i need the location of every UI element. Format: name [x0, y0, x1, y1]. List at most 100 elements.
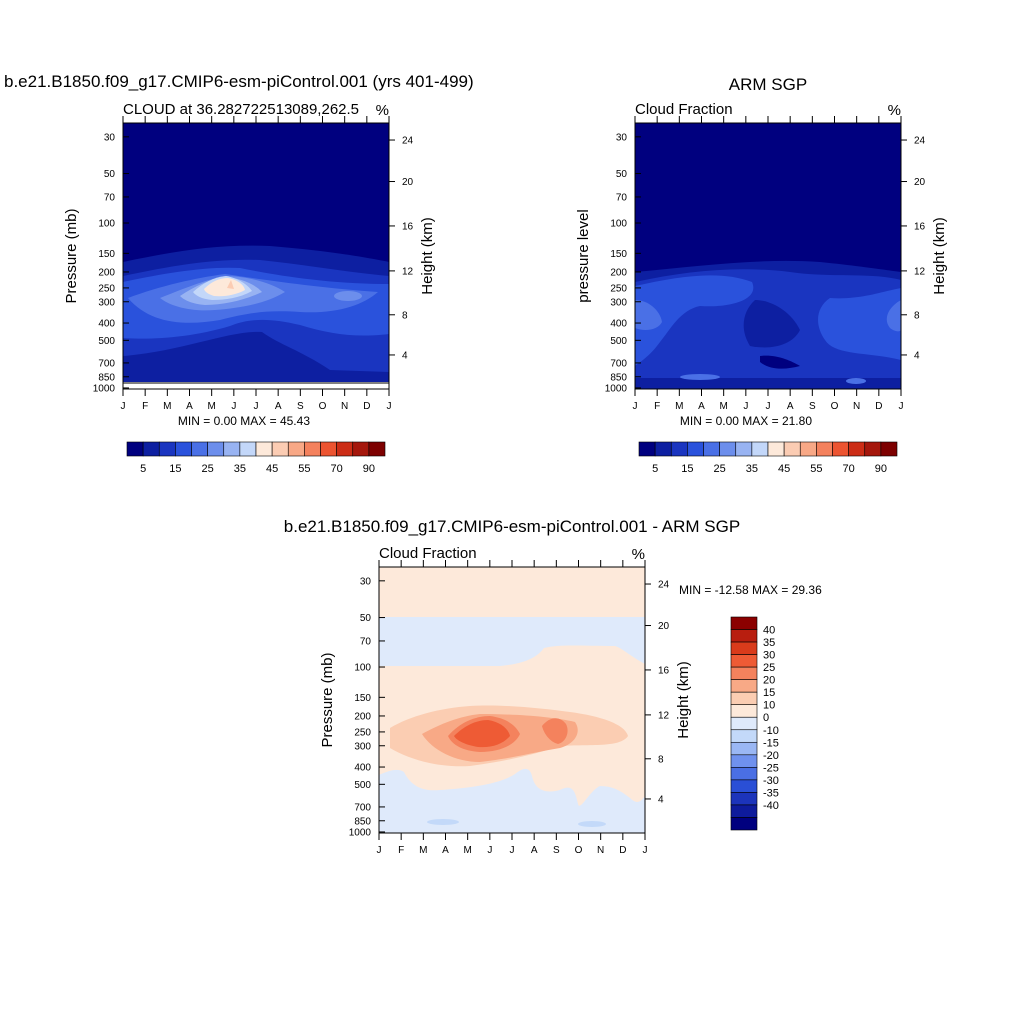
x-tick-label: M [207, 401, 215, 412]
y-tick-label-right: 12 [402, 266, 414, 277]
y-tick-label: 850 [98, 372, 115, 383]
x-tick-label: O [319, 401, 327, 412]
y-tick-label-right: 24 [658, 580, 670, 591]
y-axis-label-right: Height (km) [419, 217, 436, 295]
contour-level [204, 278, 245, 297]
y-tick-label-right: 16 [658, 665, 670, 676]
colorbar-swatch [730, 754, 758, 768]
colorbar-label: 35 [234, 463, 246, 475]
y-tick-label: 250 [98, 283, 115, 294]
y-tick-label-right: 20 [914, 177, 926, 188]
colorbar-swatch [320, 441, 337, 457]
contour-level [680, 374, 720, 380]
colorbar-swatch [368, 441, 386, 457]
x-tick-label: D [875, 401, 882, 412]
contour-field [635, 123, 901, 389]
colorbar-label: 15 [763, 687, 775, 699]
panel-subtitle: Cloud Fraction [379, 545, 477, 562]
y-tick-label: 100 [354, 663, 371, 674]
y-tick-label: 50 [360, 613, 372, 624]
colorbar-label: 35 [746, 463, 758, 475]
y-tick-label: 30 [616, 132, 628, 143]
y-axis-label: Pressure (mb) [63, 208, 80, 303]
colorbar-label: 55 [810, 463, 822, 475]
panel-obs: ARM SGP Cloud Fraction % 30 50 70 100 150 200… [575, 75, 948, 475]
x-tick-label: A [442, 845, 449, 856]
y-axis-label: pressure level [575, 209, 592, 302]
x-tick-label: S [297, 401, 304, 412]
x-tick-label: S [553, 845, 560, 856]
colorbar-label: -20 [763, 750, 779, 762]
colorbar-swatch [730, 817, 758, 831]
panel-subtitle: Cloud Fraction [635, 101, 733, 118]
colorbar-swatch [191, 441, 208, 457]
colorbar-swatch [336, 441, 354, 457]
y-tick-label: 100 [610, 219, 627, 230]
y-tick-label: 250 [354, 727, 371, 738]
x-tick-label: O [575, 845, 583, 856]
y-tick-label-right: 24 [914, 136, 926, 147]
colorbar-swatch [799, 441, 817, 457]
contour-level [334, 291, 362, 301]
x-tick-label: A [698, 401, 705, 412]
units-label: % [888, 102, 901, 119]
colorbar-label: -30 [763, 775, 779, 787]
colorbar-label: 35 [763, 637, 775, 649]
x-tick-label: J [643, 845, 648, 856]
contour-field [379, 567, 645, 833]
panel-title: ARM SGP [729, 75, 807, 94]
y-tick-label-right: 24 [402, 136, 414, 147]
x-tick-label: F [398, 845, 404, 856]
colorbar-label: 90 [363, 463, 375, 475]
y-tick-label: 70 [616, 192, 628, 203]
y-tick-label: 500 [354, 780, 371, 791]
colorbar-label: 90 [875, 463, 887, 475]
y-tick-label: 1000 [93, 383, 116, 394]
colorbar-swatch [730, 641, 758, 655]
colorbar-label: 30 [763, 650, 775, 662]
x-tick-label: N [341, 401, 348, 412]
y-tick-label: 100 [98, 219, 115, 230]
y-tick-label-right: 4 [402, 350, 408, 361]
y-tick-label-right: 8 [914, 310, 920, 321]
y-tick-label-right: 12 [658, 710, 670, 721]
colorbar-swatch [751, 441, 769, 457]
colorbar-swatch [352, 441, 370, 457]
y-tick-label: 700 [610, 358, 627, 369]
contour-level [542, 718, 568, 744]
x-tick-label: N [853, 401, 860, 412]
y-tick-label: 300 [610, 297, 627, 308]
colorbar-label: -35 [763, 787, 779, 799]
panel-subtitle: CLOUD at 36.282722513089,262.5 [123, 101, 359, 118]
colorbar-swatch [239, 441, 257, 457]
y-tick-label-right: 20 [402, 177, 414, 188]
colorbar-label: 70 [843, 463, 855, 475]
colorbar-swatch [703, 441, 720, 457]
colorbar-swatch [719, 441, 737, 457]
contour-level [227, 280, 234, 289]
y-tick-label: 850 [354, 816, 371, 827]
colorbar-swatch [142, 441, 160, 457]
colorbar-swatch [730, 704, 758, 718]
colorbar: 5 15 25 35 45 55 70 90 [638, 441, 898, 475]
colorbar-label: 25 [763, 662, 775, 674]
contour-level [818, 288, 901, 360]
y-tick-label-right: 16 [914, 221, 926, 232]
contour-level [379, 768, 645, 833]
contour-level [427, 819, 459, 825]
x-tick-label: M [675, 401, 683, 412]
x-tick-label: J [633, 401, 638, 412]
panel-diff: b.e21.B1850.f09_g17.CMIP6-esm-piControl.… [284, 517, 822, 856]
x-tick-label: N [597, 845, 604, 856]
colorbar-swatch [730, 779, 758, 793]
y-tick-label: 700 [98, 358, 115, 369]
colorbar-swatch [255, 441, 273, 457]
y-tick-label: 50 [104, 169, 116, 180]
y-tick-label: 300 [354, 741, 371, 752]
colorbar-swatch [304, 441, 321, 457]
colorbar-swatch [730, 629, 758, 643]
colorbar-swatch [783, 441, 801, 457]
x-tick-label: J [254, 401, 259, 412]
x-tick-label: J [743, 401, 748, 412]
